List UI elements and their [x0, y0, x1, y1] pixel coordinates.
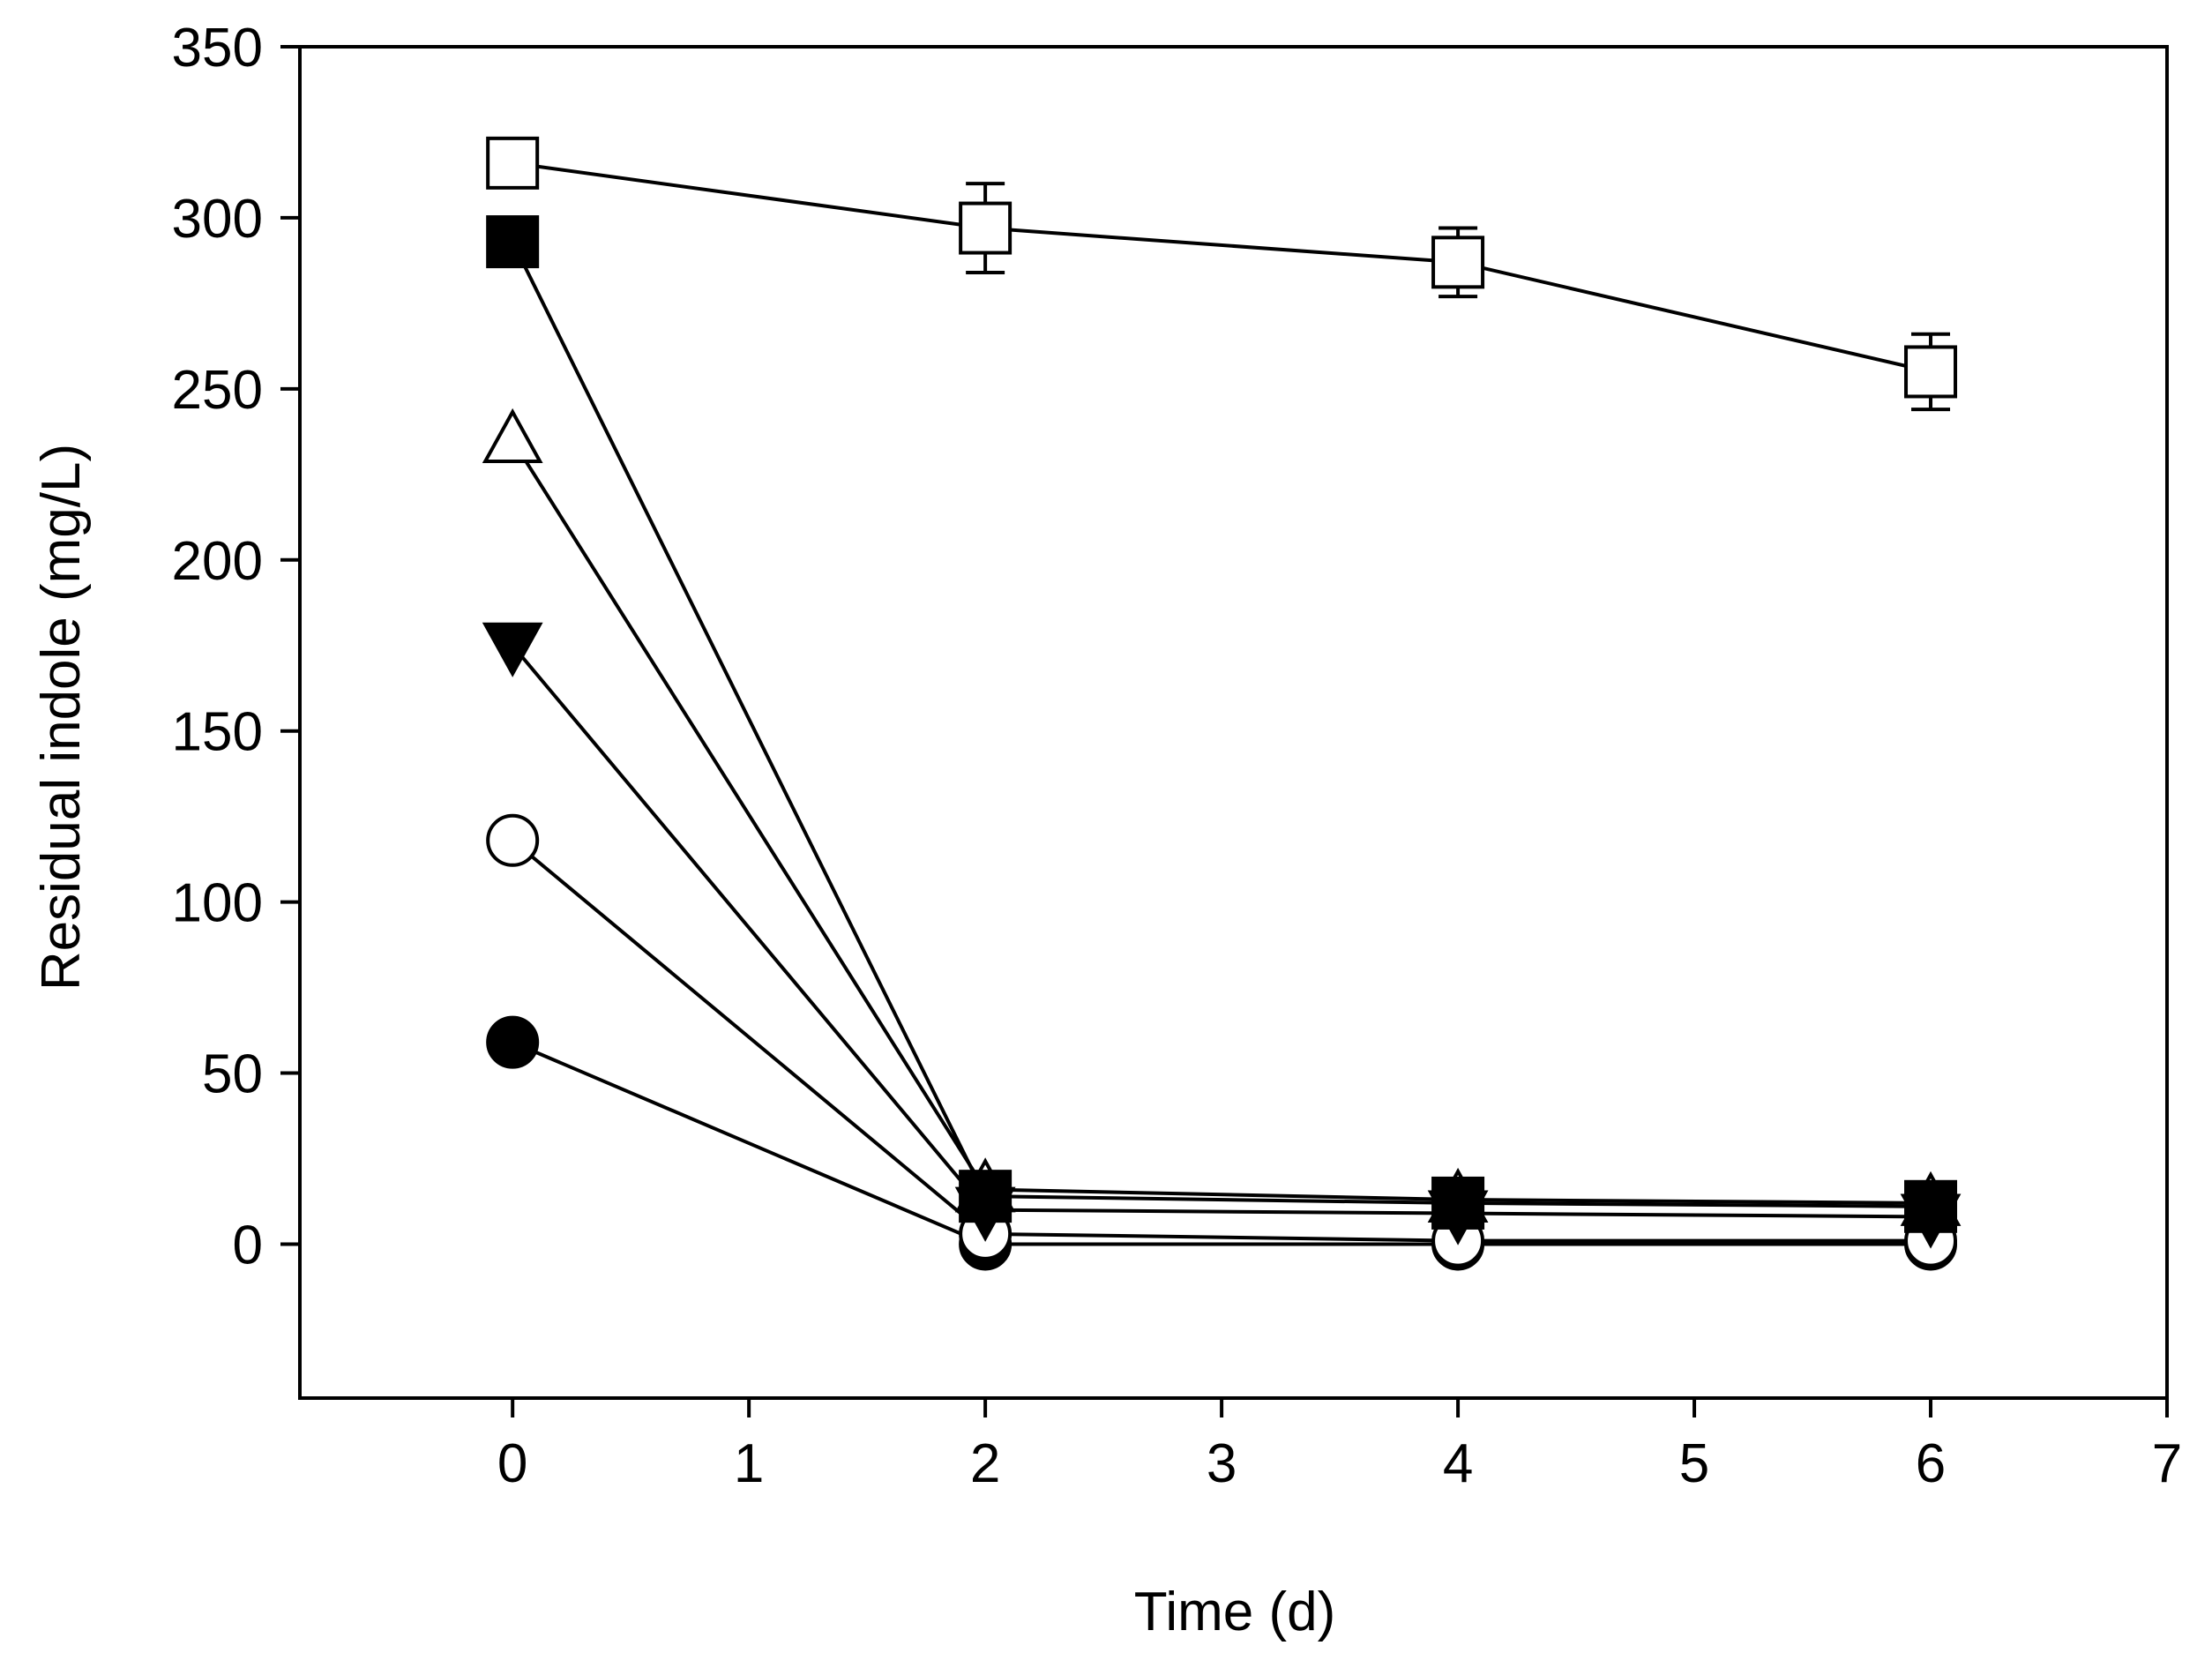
series-line: [511, 438, 1932, 1205]
data-point: [959, 1170, 1013, 1223]
x-axis-label: Time (d): [1134, 1582, 1335, 1642]
series-line: [511, 644, 1932, 1219]
data-point: [1904, 1179, 1958, 1233]
series-line: [511, 839, 1932, 1243]
data-point: [482, 408, 543, 464]
series-line: [512, 161, 1932, 374]
data-point: [486, 215, 540, 269]
data-point: [482, 622, 543, 677]
series-line: [512, 1040, 1932, 1246]
y-axis-label: Residual indole (mg/L): [31, 444, 92, 991]
x-tick-label: 2: [970, 1433, 1000, 1494]
y-tick-label: 50: [202, 1044, 263, 1105]
x-tick-label: 6: [1916, 1433, 1946, 1494]
data-point: [1904, 345, 1958, 399]
data-point: [486, 1015, 540, 1069]
y-tick-label: 100: [172, 873, 263, 934]
data-point: [486, 813, 540, 867]
data-point: [1431, 236, 1485, 289]
data-point: [959, 201, 1013, 255]
y-tick-label: 250: [172, 360, 263, 421]
y-tick-label: 0: [233, 1215, 263, 1275]
x-tick-label: 4: [1443, 1433, 1473, 1494]
plot-frame: [298, 45, 2169, 1400]
x-tick-label: 1: [734, 1433, 764, 1494]
x-tick-label: 5: [1679, 1433, 1709, 1494]
x-tick-label: 0: [497, 1433, 527, 1494]
data-point: [1431, 1176, 1485, 1230]
y-tick-label: 350: [172, 18, 263, 79]
x-tick-label: 7: [2152, 1433, 2182, 1494]
x-tick-label: 3: [1207, 1433, 1237, 1494]
data-point: [486, 136, 540, 190]
y-tick-label: 150: [172, 702, 263, 763]
y-tick-label: 300: [172, 189, 263, 250]
series-line: [511, 241, 1932, 1208]
y-tick-label: 200: [172, 531, 263, 592]
